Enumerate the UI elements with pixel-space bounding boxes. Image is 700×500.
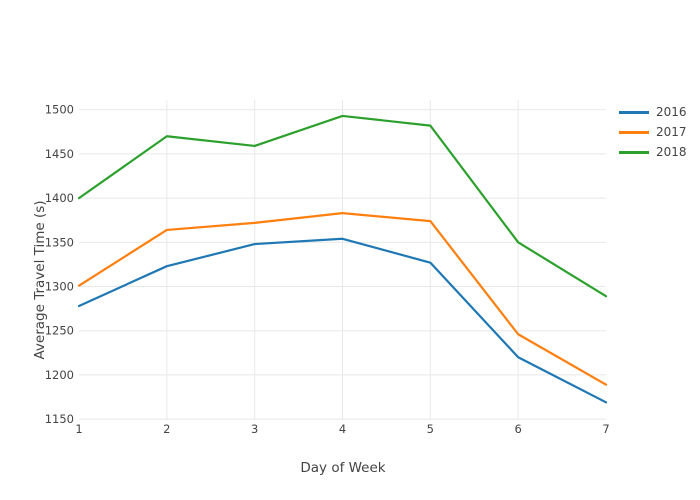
legend-item-2016[interactable]: 2016 [619,106,687,119]
series-line-2016 [77,237,608,404]
x-tick-label: 6 [515,422,522,436]
legend-label-2016: 2016 [656,105,687,119]
x-tick-label: 7 [602,422,609,436]
legend-item-2017[interactable]: 2017 [619,126,687,139]
y-tick-label: 1450 [45,147,74,161]
series-line-2017 [77,212,608,386]
y-tick-label: 1200 [45,368,74,382]
x-tick-label: 5 [427,422,434,436]
legend-item-2018[interactable]: 2018 [619,146,687,159]
y-tick-label: 1500 [45,103,74,117]
y-tick-label: 1400 [45,191,74,205]
legend-swatch-2016 [619,111,649,114]
legend-label-2017: 2017 [656,125,687,139]
x-tick-label: 2 [163,422,170,436]
y-tick-label: 1150 [45,412,74,426]
series-line-2018 [77,114,608,298]
y-tick-label: 1300 [45,280,74,294]
y-tick-label: 1350 [45,235,74,249]
legend-label-2018: 2018 [656,145,687,159]
legend: 2016 2017 2018 [619,106,687,159]
x-tick-label: 3 [251,422,258,436]
legend-swatch-2017 [619,131,649,134]
x-axis-title: Day of Week [300,460,386,476]
y-tick-label: 1250 [45,324,74,338]
x-tick-label: 4 [339,422,346,436]
legend-swatch-2018 [619,151,649,154]
y-axis-title: Average Travel Time (s) [32,200,48,360]
x-tick-label: 1 [75,422,82,436]
